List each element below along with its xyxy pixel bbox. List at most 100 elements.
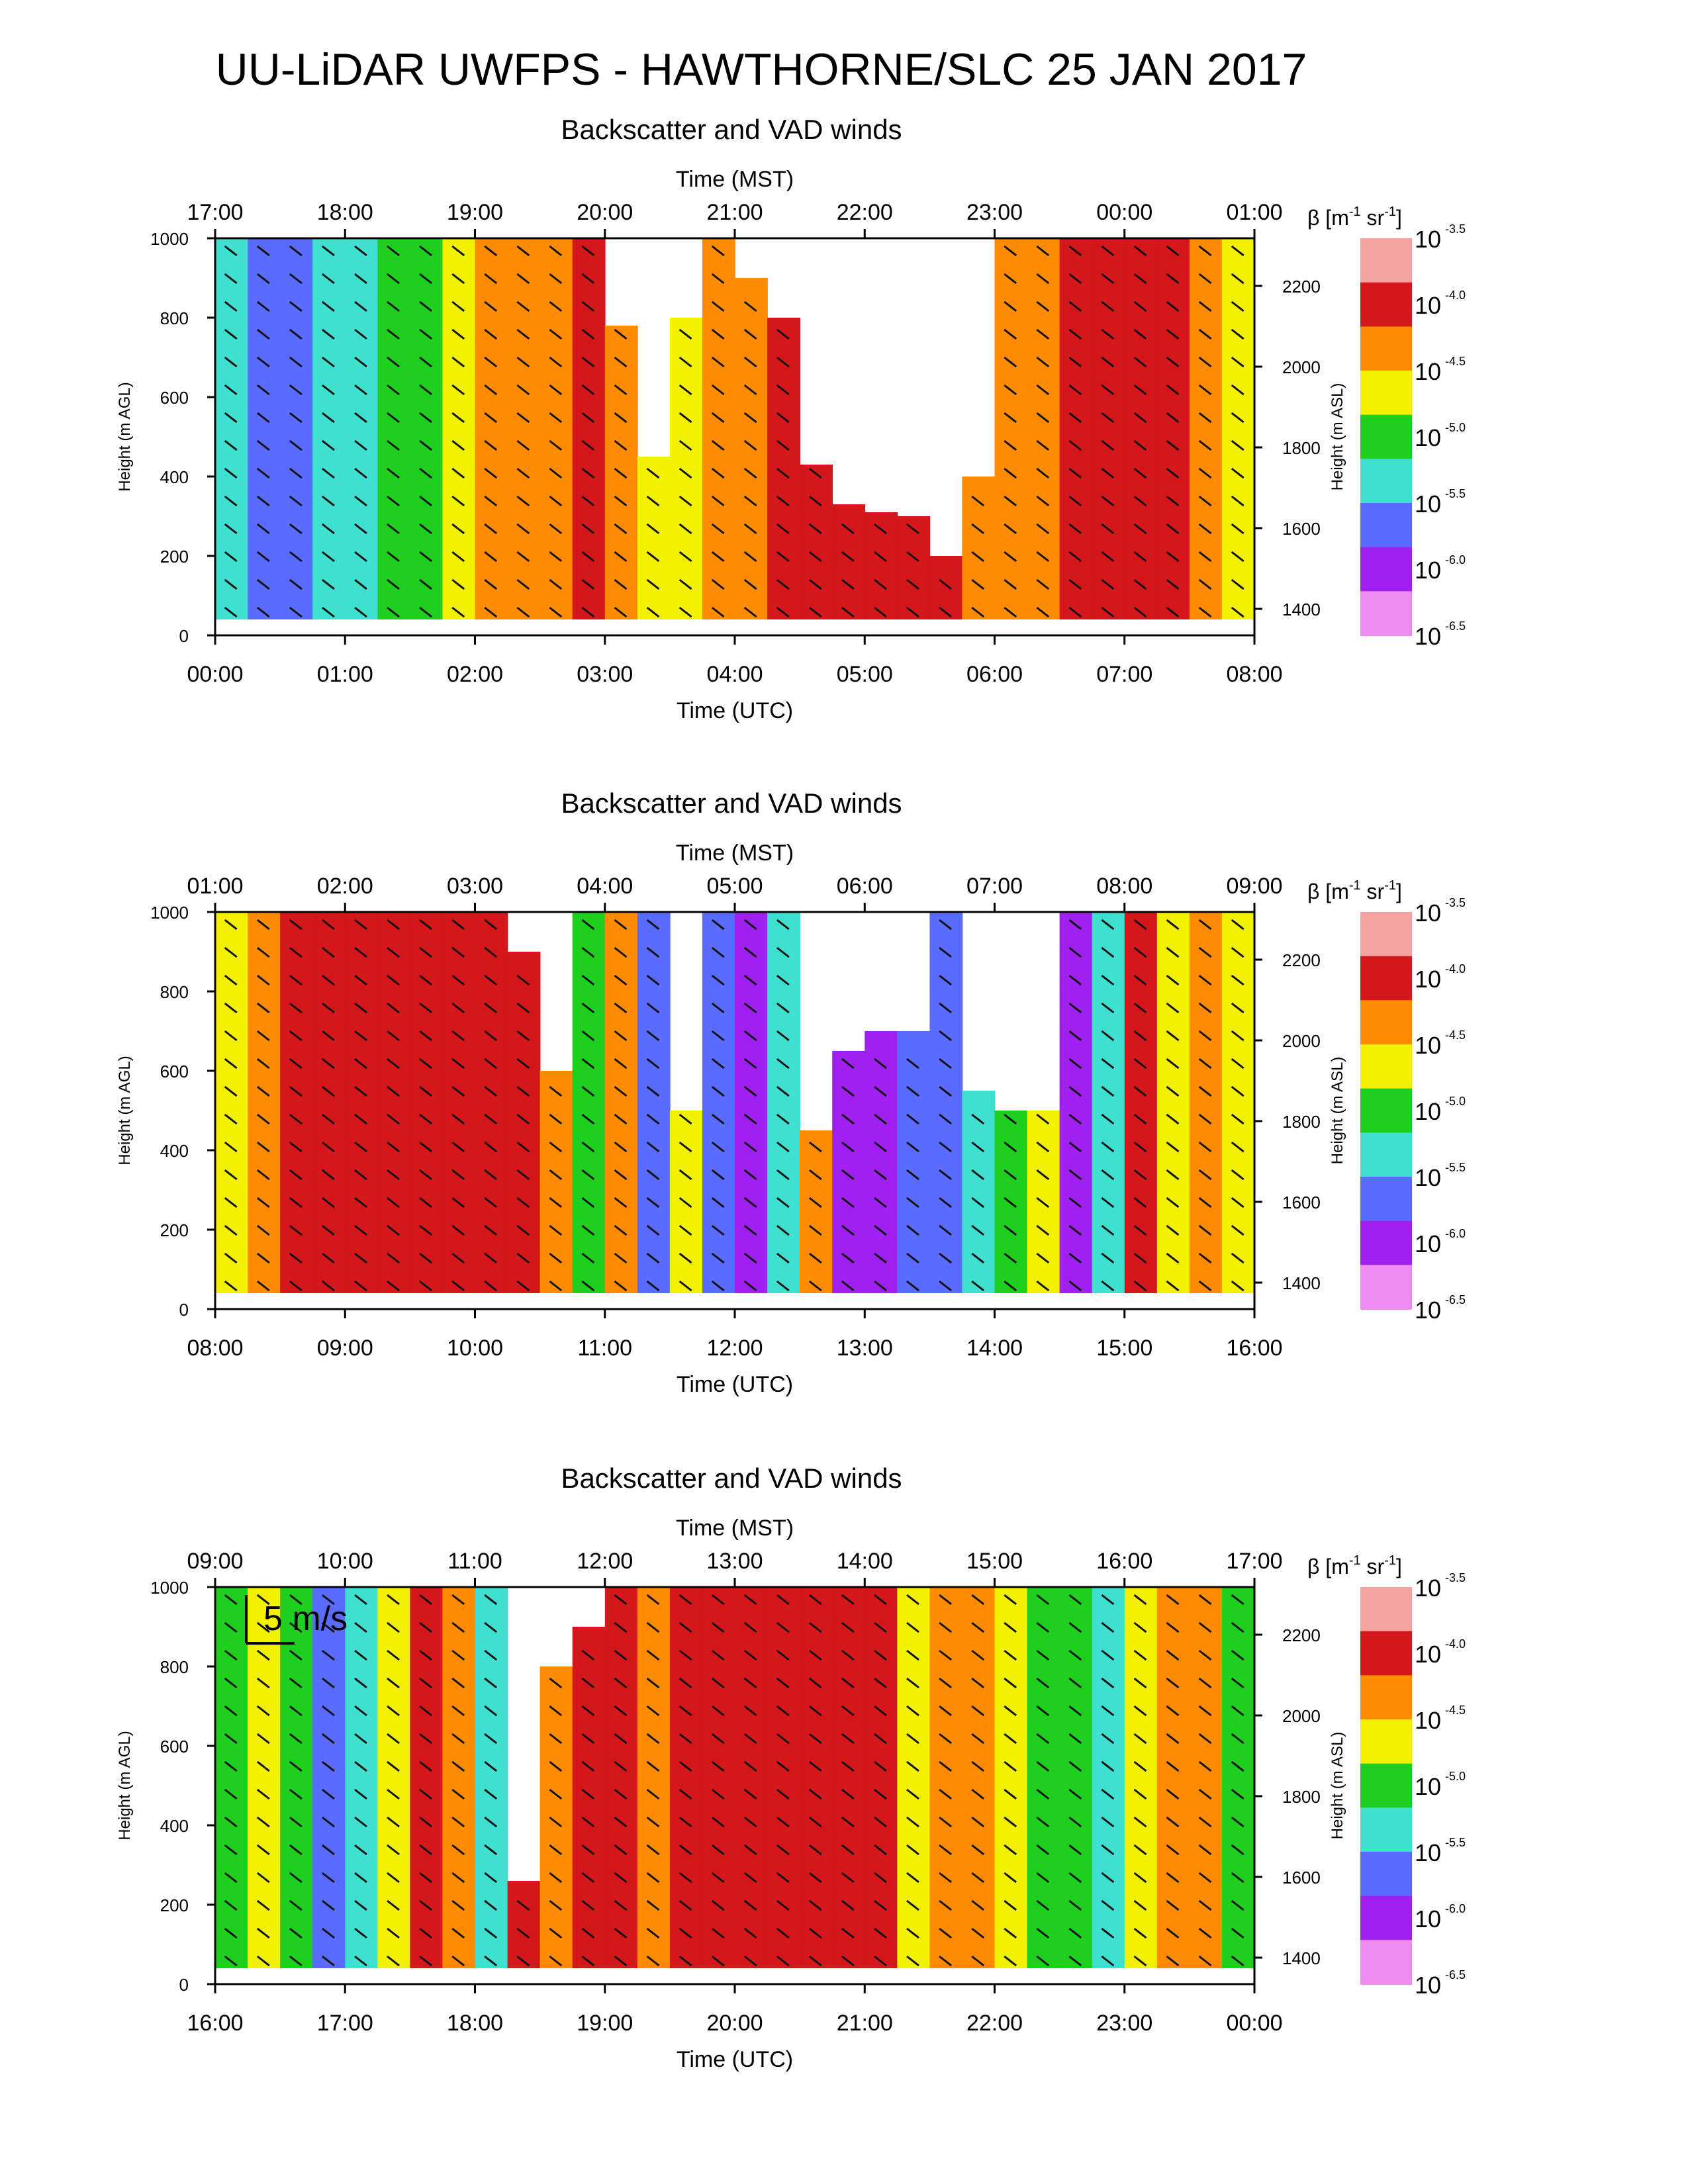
wind-barb [1133, 1280, 1147, 1292]
wind-barb [1133, 1252, 1147, 1264]
wind-barb [776, 467, 790, 479]
wind-barb [289, 328, 303, 340]
wind-barb [679, 1899, 692, 1911]
colorbar-band [1360, 547, 1412, 592]
wind-barb [387, 1594, 400, 1606]
agl-tick-label: 1000 [150, 229, 189, 249]
colorbar-exponent: -4.5 [1445, 1704, 1466, 1717]
wind-barb [387, 1280, 400, 1292]
wind-barb [1004, 1899, 1017, 1911]
wind-barb [581, 1113, 595, 1125]
wind-barb [1036, 578, 1050, 590]
wind-barb [1198, 1594, 1212, 1606]
wind-barb [289, 245, 303, 257]
colorbar-exponent: -6.5 [1445, 1293, 1466, 1306]
wind-barb [906, 1280, 919, 1292]
wind-barb [1068, 523, 1082, 535]
wind-barb [354, 1760, 367, 1772]
wind-barb [549, 551, 563, 563]
wind-barb [679, 1280, 692, 1292]
vad-wind-barbs [224, 1594, 1244, 1967]
wind-barb [646, 1280, 660, 1292]
wind-barb [419, 1594, 433, 1606]
utc-tick-label: 19:00 [577, 2011, 633, 2036]
wind-barb [1198, 1280, 1212, 1292]
wind-barb [549, 578, 563, 590]
colorbar-base: 10 [1415, 1641, 1441, 1668]
wind-barb [939, 1113, 953, 1125]
wind-barb [679, 1844, 692, 1856]
wind-barb [289, 1002, 303, 1014]
wind-barb [971, 551, 985, 563]
wind-barb [484, 1252, 498, 1264]
colorbar-exponent: -4.5 [1445, 1028, 1466, 1042]
wind-barb [776, 974, 790, 986]
wind-barb [1036, 1816, 1050, 1828]
wind-barb [289, 1705, 303, 1717]
wind-barb [1133, 1197, 1147, 1208]
wind-barb [1231, 578, 1244, 590]
wind-barb [808, 551, 822, 563]
wind-barb [419, 1872, 433, 1884]
wind-barb [1068, 384, 1082, 396]
backscatter-column [994, 1111, 1028, 1293]
wind-barb [939, 1760, 953, 1772]
colorbar-exponent: -5.5 [1445, 487, 1466, 500]
wind-barb [1166, 1002, 1180, 1014]
wind-barb [581, 551, 595, 563]
wind-barb [711, 1141, 725, 1153]
wind-barb [906, 551, 919, 563]
wind-barb [484, 1141, 498, 1153]
wind-barb [1036, 551, 1050, 563]
wind-barb [808, 1844, 822, 1856]
wind-barb [1231, 467, 1244, 479]
agl-tick-label: 0 [179, 626, 189, 646]
colorbar-label-part: sr [1361, 206, 1385, 230]
wind-barb [1166, 1733, 1180, 1745]
wind-barb [646, 1113, 660, 1125]
wind-barb [1198, 1649, 1212, 1661]
wind-barb [354, 1113, 367, 1125]
wind-barb [419, 1816, 433, 1828]
wind-barb [321, 1002, 335, 1014]
wind-barb [1068, 245, 1082, 257]
wind-barb [1004, 495, 1017, 507]
wind-barb [419, 1733, 433, 1745]
wind-barb [939, 1030, 953, 1042]
wind-barb [711, 1058, 725, 1069]
wind-barb [1198, 300, 1212, 312]
colorbar-label-part: -1 [1384, 205, 1396, 219]
backscatter-column [1092, 1587, 1125, 1968]
wind-barb [549, 467, 563, 479]
wind-barb [1231, 356, 1244, 368]
utc-tick-label: 17:00 [317, 2011, 373, 2036]
wind-barb [419, 356, 433, 368]
wind-barb [1198, 1733, 1212, 1745]
wind-barb [321, 1705, 335, 1717]
wind-barb [614, 1594, 628, 1606]
colorbar-exponent: -6.0 [1445, 553, 1466, 567]
wind-barb [1101, 1197, 1115, 1208]
wind-barb [939, 1621, 953, 1633]
utc-tick-label: 15:00 [1096, 1336, 1152, 1361]
wind-barb [354, 1030, 367, 1042]
wind-barb [1198, 467, 1212, 479]
wind-barb [1068, 1899, 1082, 1911]
agl-tick-label: 200 [160, 1220, 189, 1240]
wind-barb [1231, 1224, 1244, 1236]
wind-barb [939, 919, 953, 931]
agl-axis-title: Height (m AGL) [116, 1056, 134, 1165]
wind-barb [354, 1899, 367, 1911]
wind-barb [776, 1760, 790, 1772]
wind-barb [1166, 356, 1180, 368]
wind-barb [581, 1058, 595, 1069]
wind-barb [484, 328, 498, 340]
wind-barb [1101, 1649, 1115, 1661]
wind-barb [224, 578, 238, 590]
wind-barb [387, 919, 400, 931]
wind-barb [646, 946, 660, 958]
wind-barb [354, 1002, 367, 1014]
backscatter-column [345, 912, 379, 1293]
wind-barb [256, 946, 270, 958]
